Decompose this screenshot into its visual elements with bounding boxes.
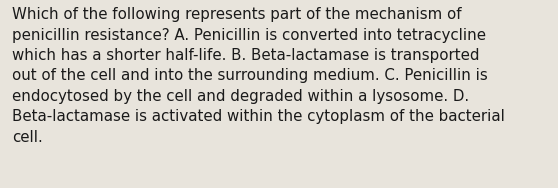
Text: Which of the following represents part of the mechanism of
penicillin resistance: Which of the following represents part o…: [12, 7, 505, 145]
